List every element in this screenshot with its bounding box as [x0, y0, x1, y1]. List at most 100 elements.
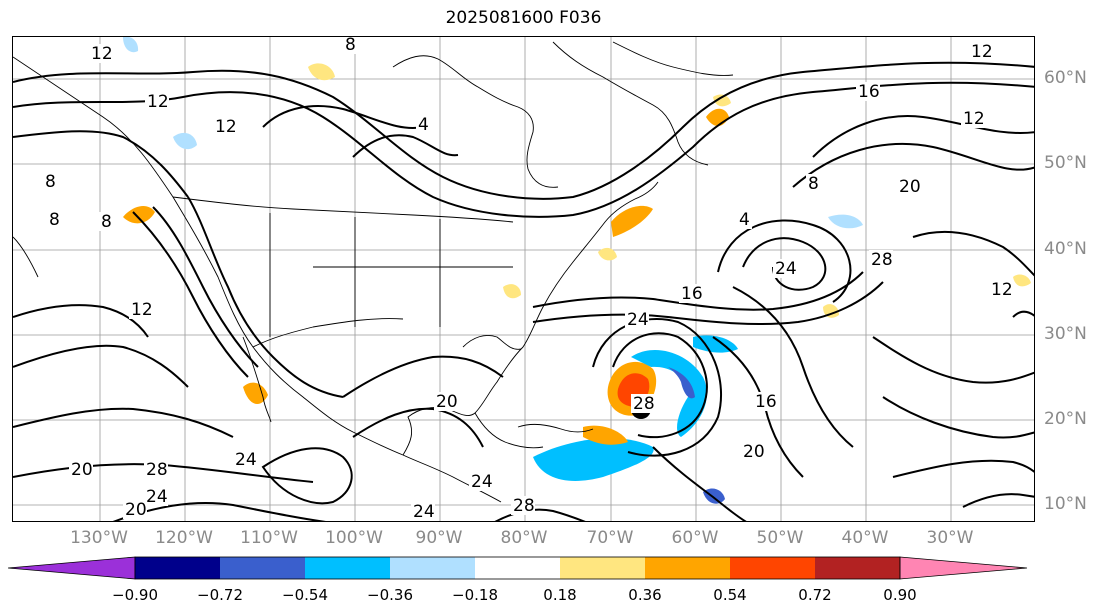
colorbar-arrow-left [8, 556, 136, 580]
contour-label-bg [969, 42, 993, 61]
warm-patch-west [123, 205, 155, 224]
warm-patch-5 [1013, 274, 1031, 287]
colorbar-tick-label: −0.90 [112, 586, 158, 604]
lat-label-50n: 50°N [1044, 153, 1087, 173]
contour-label: 4 [418, 115, 429, 135]
lat-label-60n: 60°N [1044, 68, 1087, 88]
contour-label: 24 [627, 310, 649, 330]
contour-label-bg [89, 44, 113, 63]
contour-label: 16 [681, 284, 703, 304]
colorbar-segment [305, 557, 390, 579]
contour-label-bg [856, 82, 880, 101]
height-contours [13, 61, 1034, 521]
contour-label: 12 [215, 117, 237, 137]
contour-label-bg [897, 177, 921, 196]
contour-label: 28 [871, 250, 893, 270]
colorbar-segment [645, 557, 730, 579]
contour-label: 20 [125, 500, 147, 520]
colorbar-segment [730, 557, 815, 579]
contour-label: 24 [146, 487, 168, 507]
warm-patch-3 [713, 94, 731, 107]
contour-label: 20 [71, 460, 93, 480]
contour-label-bg [343, 37, 358, 54]
contour-label-bg [416, 115, 431, 134]
contour-label-bg [631, 394, 655, 413]
colorbar-tick-label: −0.54 [282, 586, 328, 604]
cold-band-south [533, 438, 654, 481]
cold-patch-atl [828, 214, 863, 229]
lon-label-110w: 110°W [240, 528, 298, 548]
cold-patch-nw [123, 37, 139, 53]
contour-label: 28 [146, 460, 168, 480]
contour-label-bg [69, 460, 93, 479]
lon-label-120w: 120°W [155, 528, 213, 548]
warm-patch-ne [611, 205, 653, 237]
lat-label-30n: 30°N [1044, 324, 1087, 344]
contour-label-bg [144, 460, 168, 479]
lon-label-80w: 80°W [500, 528, 548, 548]
anomaly-shading [123, 37, 1031, 504]
cold-patch-coast [173, 132, 197, 150]
colorbar-tick-label: 0.36 [628, 586, 662, 604]
contour-label: 20 [743, 442, 765, 462]
colorbar-tick-label: 0.54 [713, 586, 747, 604]
cold-patch-s [703, 488, 725, 504]
contour-label-bg [625, 310, 649, 329]
contour-label-bg [411, 502, 435, 521]
lat-label-10n: 10°N [1044, 494, 1087, 514]
contour-label: 8 [808, 174, 819, 194]
contour-label-bg [123, 500, 147, 519]
lon-label-90w: 90°W [415, 528, 463, 548]
colorbar-segment [475, 557, 560, 579]
contour-label-bg [741, 442, 765, 461]
colorbar-segment [815, 557, 900, 579]
lat-label-40n: 40°N [1044, 239, 1087, 259]
contour-label-bg [213, 117, 237, 136]
contour-label: 12 [91, 44, 113, 64]
colorbar-segment [390, 557, 475, 579]
contour-label-bg [869, 250, 893, 269]
contour-label: 8 [101, 212, 112, 232]
contour-label: 24 [775, 259, 797, 279]
warm-patch-2 [706, 108, 729, 126]
contour-label-bg [144, 487, 168, 506]
lon-label-70w: 70°W [586, 528, 634, 548]
lon-label-130w: 130°W [70, 528, 128, 548]
contour-label: 20 [436, 392, 458, 412]
coastlines [13, 41, 734, 503]
contour-label-bg [511, 496, 535, 515]
map-panel: 12 12 12 8 8 4 8 12 16 16 20 20 24 24 28 24 16 20 24 28 28 20… [12, 36, 1035, 522]
contour-label: 24 [235, 450, 257, 470]
colorbar-segment [220, 557, 305, 579]
contour-label: 24 [471, 472, 493, 492]
contour-label: 4 [739, 210, 750, 230]
lon-label-40w: 40°W [841, 528, 889, 548]
contour-label-bg [989, 280, 1013, 299]
contour-label-bg [806, 174, 821, 193]
cold-band-core [668, 367, 695, 399]
contour-label-bg [47, 210, 62, 229]
colorbar-arrow-right [899, 556, 1028, 580]
colorbar-tick-label: 0.72 [798, 586, 832, 604]
lon-label-60w: 60°W [671, 528, 719, 548]
contour-label-bg [469, 472, 493, 491]
contour-label: 8 [49, 210, 60, 230]
lon-label-100w: 100°W [325, 528, 383, 548]
contour-label: 12 [131, 300, 153, 320]
contour-label: 16 [755, 392, 777, 412]
colorbar-tick-label: −0.36 [367, 586, 413, 604]
contour-label: 8 [345, 37, 356, 55]
lon-label-30w: 30°W [926, 528, 974, 548]
colorbar-segment [560, 557, 645, 579]
colorbar-segment [135, 557, 220, 579]
contour-label-bg [753, 392, 777, 411]
contour-label: 20 [899, 177, 921, 197]
warm-band-south [583, 425, 628, 445]
colorbar [8, 556, 1028, 580]
colorbar-outline [134, 556, 901, 580]
contour-label: 12 [147, 92, 169, 112]
contour-label: 12 [991, 280, 1013, 300]
contour-label: 12 [963, 109, 985, 129]
contour-label-bg [961, 109, 985, 128]
